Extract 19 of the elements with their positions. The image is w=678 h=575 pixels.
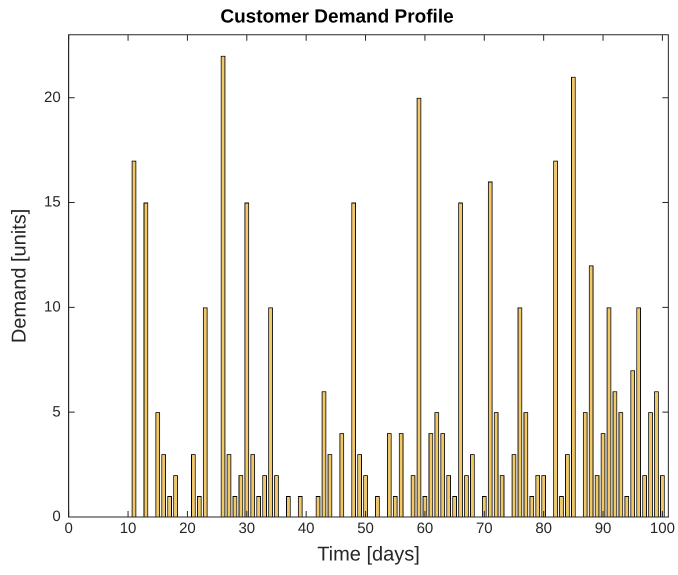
x-tick-label: 60 [416,520,434,538]
x-tick-label: 30 [238,520,256,538]
chart-title: Customer Demand Profile [220,6,454,28]
x-axis-title: Time [days] [317,544,420,566]
y-tick-label: 5 [52,403,61,420]
y-tick-label: 0 [52,508,61,526]
x-tick-label: 40 [298,520,315,538]
x-tick-label: 80 [535,520,552,538]
x-tick-label: 50 [357,520,374,538]
y-tick-label: 15 [44,194,61,211]
x-tick-label: 100 [650,520,675,538]
y-tick-label: 10 [44,298,61,316]
y-axis-title: Demand [units] [8,208,31,344]
x-tick-label: 0 [64,520,73,538]
x-tick-label: 10 [120,520,136,538]
x-tick-label: 70 [476,520,493,538]
x-tick-label: 20 [179,520,196,538]
y-tick-label: 20 [44,88,61,106]
x-tick-label: 90 [594,520,612,538]
